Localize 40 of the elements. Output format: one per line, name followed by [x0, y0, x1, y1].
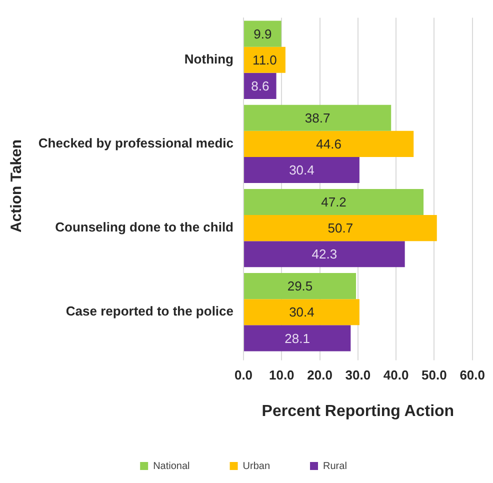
data-label: 50.7 — [328, 220, 354, 236]
data-label: 11.0 — [252, 52, 277, 68]
x-tick-label: 60.0 — [460, 368, 486, 383]
data-label: 29.5 — [287, 278, 313, 294]
x-tick-label: 40.0 — [383, 368, 409, 383]
y-tick-label: Counseling done to the child — [55, 220, 234, 235]
data-label: 38.7 — [304, 110, 330, 126]
x-tick-label: 10.0 — [268, 368, 294, 383]
x-tick-label: 20.0 — [307, 368, 332, 383]
legend-label: Rural — [323, 460, 347, 472]
x-tick-label: 50.0 — [422, 368, 447, 383]
bar — [244, 46, 286, 73]
data-label: 42.3 — [312, 246, 338, 262]
x-tick-label: 0.0 — [234, 368, 253, 383]
data-label: 44.6 — [316, 136, 342, 152]
bar — [244, 273, 356, 300]
x-axis-title: Percent Reporting Action — [262, 402, 454, 420]
y-tick-label: Case reported to the police — [66, 304, 234, 319]
y-tick-label: Checked by professional medic — [38, 136, 234, 151]
bar — [244, 299, 360, 326]
legend-label: Urban — [242, 460, 270, 472]
bar — [244, 20, 282, 47]
data-label: 30.4 — [289, 304, 314, 320]
y-axis-title: Action Taken — [8, 139, 26, 233]
data-label: 30.4 — [289, 162, 314, 178]
bar — [244, 72, 276, 99]
data-label: 8.6 — [251, 78, 270, 94]
bar — [244, 188, 424, 216]
data-label: 28.1 — [284, 330, 310, 346]
bar — [244, 215, 437, 242]
x-tick-label: 30.0 — [345, 368, 371, 383]
data-label: 9.9 — [254, 26, 272, 42]
data-label: 47.2 — [321, 194, 346, 210]
y-tick-label: Nothing — [184, 51, 234, 66]
bar — [244, 104, 392, 131]
legend-label: National — [153, 460, 190, 472]
bar — [244, 130, 414, 157]
bar — [244, 241, 405, 268]
bar — [244, 156, 360, 184]
bar — [244, 325, 351, 352]
